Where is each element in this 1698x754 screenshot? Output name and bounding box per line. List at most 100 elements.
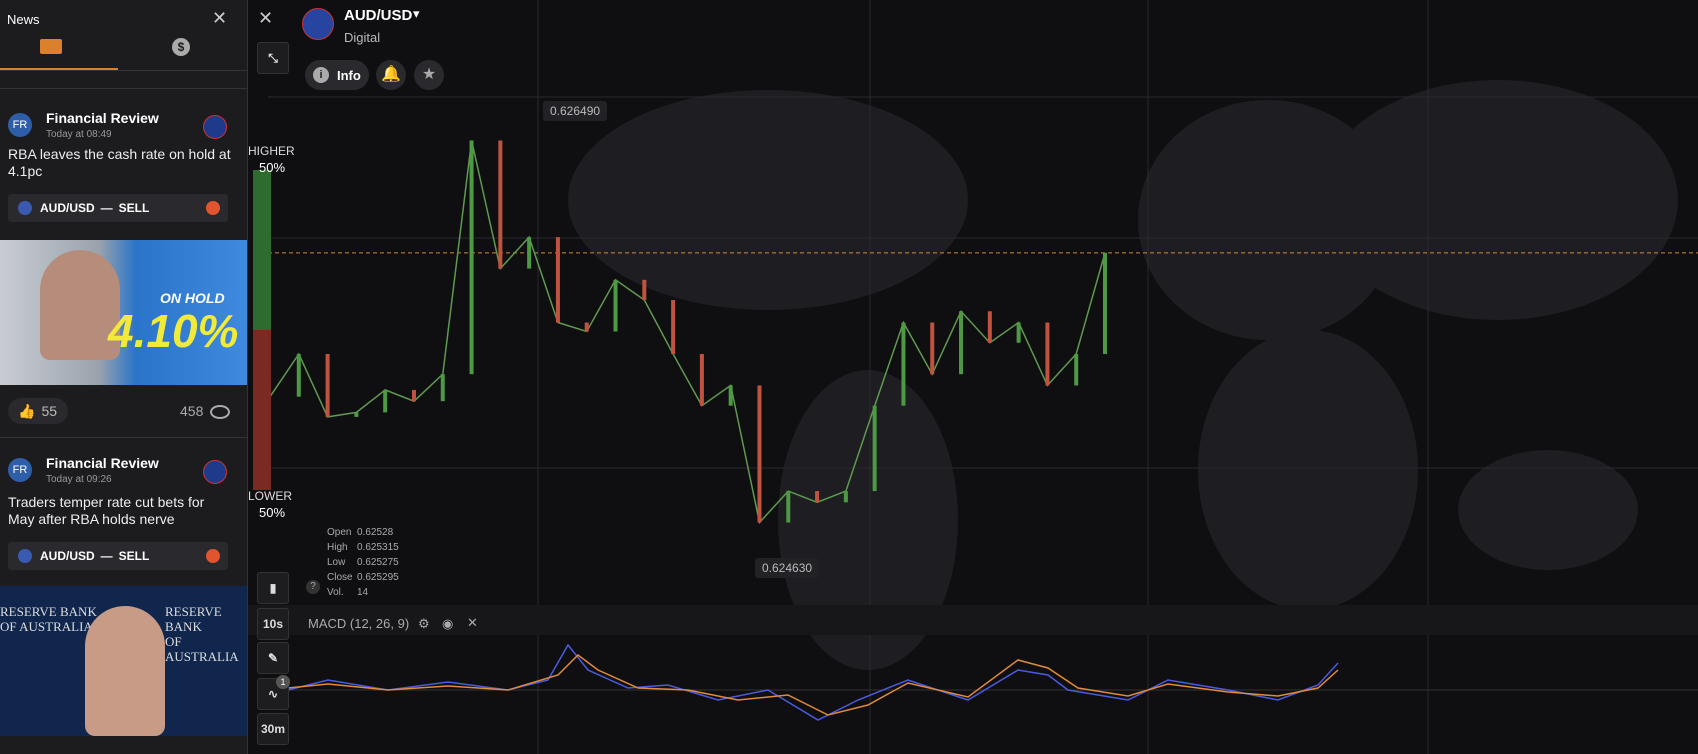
candle — [325, 353, 330, 417]
lower-pct: 50% — [259, 505, 286, 520]
ohlc-label: Vol. — [327, 587, 344, 598]
lower-label: LOWER — [248, 489, 293, 503]
action: SELL — [118, 549, 150, 563]
news-time: Today at 09:26 — [46, 474, 112, 485]
candle — [786, 491, 791, 523]
candle — [901, 322, 906, 406]
candle — [930, 322, 935, 375]
source-logo: FR — [8, 458, 32, 482]
signal-line — [267, 654, 1339, 716]
candle — [296, 353, 301, 397]
image-text: RESERVE BANK OF AUSTRALIA — [0, 604, 97, 634]
candle — [872, 405, 877, 492]
candle — [728, 385, 733, 406]
asset-kind: Digital — [344, 30, 381, 45]
like-count: 55 — [41, 403, 58, 419]
sentiment-bar — [253, 170, 271, 490]
panel-title: News — [7, 12, 40, 27]
indicator-visibility[interactable]: ◉ — [442, 616, 454, 631]
period-button[interactable]: 30m — [257, 713, 289, 745]
timeframe-button[interactable]: 10s — [257, 608, 289, 640]
pair: AUD/USD — [40, 201, 95, 215]
indicator-remove[interactable]: ✕ — [467, 615, 478, 630]
ohlc-label: Close — [327, 572, 353, 583]
view-count: 458 — [180, 403, 204, 419]
news-image: ON HOLD 4.10% — [0, 240, 247, 385]
news-headline: RBA leaves the cash rate on hold at 4.1p… — [8, 146, 231, 179]
flag — [203, 115, 227, 139]
close-button[interactable]: ✕ — [212, 8, 228, 28]
candle — [440, 374, 445, 402]
action: SELL — [118, 201, 150, 215]
money-tab[interactable]: $ — [172, 38, 190, 56]
candle — [411, 389, 416, 402]
price-line — [269, 140, 1106, 525]
tab-indicator — [0, 68, 118, 70]
close-chart[interactable]: ✕ — [258, 8, 274, 28]
ohlc-label: Open — [327, 527, 352, 538]
low-label: 0.624630 — [755, 558, 820, 578]
image-text: 4.10% — [108, 305, 239, 357]
help-icon[interactable]: ? — [306, 580, 320, 594]
candle — [1103, 252, 1107, 354]
higher-label: HIGHER — [248, 144, 295, 158]
chart-type-button[interactable]: ▮ — [257, 572, 289, 604]
high-label: 0.626490 — [543, 101, 608, 121]
news-headline: Traders temper rate cut bets for May aft… — [8, 494, 205, 527]
higher-pct: 50% — [259, 160, 286, 175]
world-map — [568, 80, 1678, 670]
ohlc-row: Open 0.62528 — [327, 525, 399, 540]
news-time: Today at 08:49 — [46, 129, 112, 140]
trade-tag[interactable]: AUD/USD — SELL — [8, 542, 228, 570]
ohlc-value: 14 — [357, 587, 369, 598]
candle — [987, 311, 992, 343]
ohlc-value: 0.625295 — [357, 572, 399, 583]
asset-dropdown[interactable]: ▾ — [413, 6, 420, 21]
image-text: ON HOLD — [160, 290, 225, 306]
candle — [613, 279, 618, 332]
news-source: Financial Review — [46, 455, 159, 471]
asset-flag — [302, 8, 334, 40]
candle — [383, 389, 388, 413]
ohlc-value: 0.625275 — [357, 557, 399, 568]
ohlc-value: 0.62528 — [357, 527, 394, 538]
ohlc-label: High — [327, 542, 348, 553]
candle — [642, 279, 647, 301]
collapse-button[interactable]: ⤡ — [257, 42, 289, 74]
indicator-badge: 1 — [276, 675, 290, 689]
flag — [203, 460, 227, 484]
divider — [0, 88, 247, 89]
asset-name[interactable]: AUD/USD — [344, 7, 413, 24]
ohlc-row: Close 0.625295 — [327, 570, 399, 585]
candle — [699, 353, 704, 406]
price-layer — [268, 140, 1698, 525]
candle — [469, 140, 474, 375]
image-text: RESERVE BANK OF AUSTRALIA — [165, 604, 239, 664]
image-figure — [40, 250, 120, 360]
indicator-name: MACD (12, 26, 9) — [308, 616, 410, 631]
view-icon — [210, 405, 230, 419]
candle — [1074, 353, 1079, 386]
chart-area — [248, 0, 1698, 754]
info-button[interactable]: i Info — [305, 60, 369, 90]
candle — [959, 311, 964, 375]
divider — [0, 437, 247, 438]
ohlc-row: Low 0.625275 — [327, 555, 399, 570]
candle — [555, 237, 560, 323]
ohlc-label: Low — [327, 557, 346, 568]
draw-button[interactable]: ✎ — [257, 642, 289, 674]
alert-button[interactable]: 🔔 — [376, 60, 406, 90]
indicator-settings[interactable]: ⚙ — [418, 616, 430, 631]
news-image: RESERVE BANK OF AUSTRALIA RESERVE BANK OF … — [0, 586, 247, 736]
pair: AUD/USD — [40, 549, 95, 563]
candle — [757, 385, 762, 523]
ohlc-row: Vol. 14 — [327, 585, 399, 600]
favorite-button[interactable]: ★ — [414, 60, 444, 90]
like-button[interactable]: 👍 55 — [8, 398, 68, 424]
trade-tag[interactable]: AUD/USD — SELL — [8, 194, 228, 222]
ohlc-value: 0.625315 — [357, 542, 399, 553]
candle — [671, 300, 676, 354]
source-logo: FR — [8, 113, 32, 137]
news-tab[interactable] — [40, 39, 62, 54]
